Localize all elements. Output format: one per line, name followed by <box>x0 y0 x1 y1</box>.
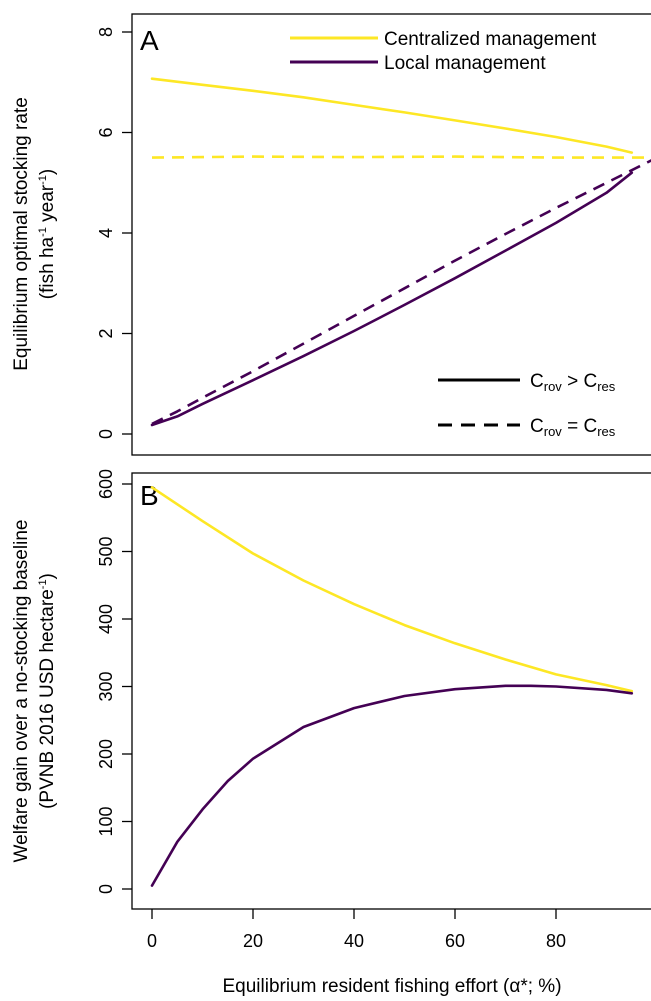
panel-a-y-label: Equilibrium optimal stocking rate (fish … <box>11 97 58 371</box>
panel-b-y-tick-label-2: 200 <box>96 739 116 769</box>
panel-a-y-tick-label-2: 4 <box>96 228 116 238</box>
panel-b-ticks: 0 100 200 300 400 500 600 0 20 40 60 80 <box>96 469 566 951</box>
panel-a-series-3-dashed-line <box>151 159 651 426</box>
panel-b-y-tick-label-1: 100 <box>96 806 116 836</box>
panel-a-series-2-dashed-line <box>151 155 651 159</box>
panel-a-y-tick-label-3: 6 <box>96 127 116 137</box>
panel-a-y-tick-label-4: 8 <box>96 27 116 37</box>
panel-a-y-ticks: 0 2 4 6 8 <box>96 27 132 439</box>
panel-a-y-tick-label-0: 0 <box>96 429 116 439</box>
panel-b-y-label-line1: Welfare gain over a no-stocking baseline <box>11 520 32 863</box>
panel-a-series <box>150 77 651 427</box>
legend-solid-label: Crov > Cres <box>530 371 616 394</box>
line-type-legend: Crov > Cres Crov = Cres <box>438 371 616 439</box>
legend-local-label: Local management <box>384 53 546 74</box>
panel-b-y-label: Welfare gain over a no-stocking baseline… <box>11 520 58 863</box>
x-tick-label-0: 0 <box>147 931 157 951</box>
panel-a-y-label-line2: (fish ha-1 year-1) <box>37 169 58 299</box>
panel-b-y-tick-label-0: 0 <box>96 884 116 894</box>
panel-b: B 0 100 200 300 400 500 600 0 20 40 60 80 Welfare g… <box>11 469 651 997</box>
panel-a: A 0 2 4 6 8 Centralized management Local man… <box>11 13 651 456</box>
panel-a-series-1-solid-line <box>150 171 634 427</box>
panel-a-y-label-line1: Equilibrium optimal stocking rate <box>11 97 32 371</box>
x-tick-label-1: 20 <box>243 931 263 951</box>
panel-b-frame <box>131 472 651 910</box>
panel-b-y-label-line2: (PVNB 2016 USD hectare-1) <box>37 573 58 809</box>
panel-a-y-tick-label-1: 2 <box>96 328 116 338</box>
panel-b-y-tick-label-4: 400 <box>96 604 116 634</box>
panel-b-letter: B <box>140 480 159 511</box>
x-tick-label-2: 40 <box>344 931 364 951</box>
management-legend: Centralized management Local management <box>290 29 597 74</box>
panel-a-series-0-solid-line <box>150 77 634 154</box>
panel-b-y-tick-label-5: 500 <box>96 536 116 566</box>
panel-a-letter: A <box>140 25 159 56</box>
x-tick-label-4: 80 <box>546 931 566 951</box>
panel-b-series-1-solid-line <box>150 684 634 887</box>
x-tick-label-3: 60 <box>445 931 465 951</box>
panel-b-y-tick-label-6: 600 <box>96 469 116 499</box>
panel-b-series <box>150 486 634 887</box>
panel-b-series-0-solid-line <box>150 486 634 693</box>
legend-centralized-label: Centralized management <box>384 29 597 50</box>
x-axis-label: Equilibrium resident fishing effort (α*;… <box>222 976 561 997</box>
legend-dashed-label: Crov = Cres <box>530 416 616 439</box>
panel-a-frame <box>131 13 651 456</box>
panel-b-y-tick-label-3: 300 <box>96 671 116 701</box>
